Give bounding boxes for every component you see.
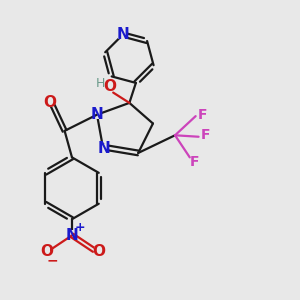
Text: N: N — [116, 27, 129, 42]
Bar — [44, 98, 53, 107]
Text: O: O — [104, 79, 117, 94]
Bar — [105, 82, 113, 91]
Text: F: F — [200, 128, 210, 142]
Bar — [100, 144, 109, 153]
Text: O: O — [92, 244, 105, 259]
Text: O: O — [40, 244, 53, 259]
Text: H: H — [96, 77, 106, 90]
Bar — [94, 247, 103, 256]
Bar — [92, 110, 102, 119]
Text: N: N — [98, 141, 111, 156]
Text: O: O — [43, 95, 56, 110]
Text: N: N — [66, 228, 78, 243]
Bar — [118, 30, 128, 39]
Text: F: F — [197, 108, 207, 122]
Bar — [41, 247, 50, 256]
Text: +: + — [75, 220, 86, 234]
Text: N: N — [91, 107, 103, 122]
Text: F: F — [189, 155, 199, 169]
Text: −: − — [47, 254, 58, 267]
Bar — [67, 230, 77, 241]
